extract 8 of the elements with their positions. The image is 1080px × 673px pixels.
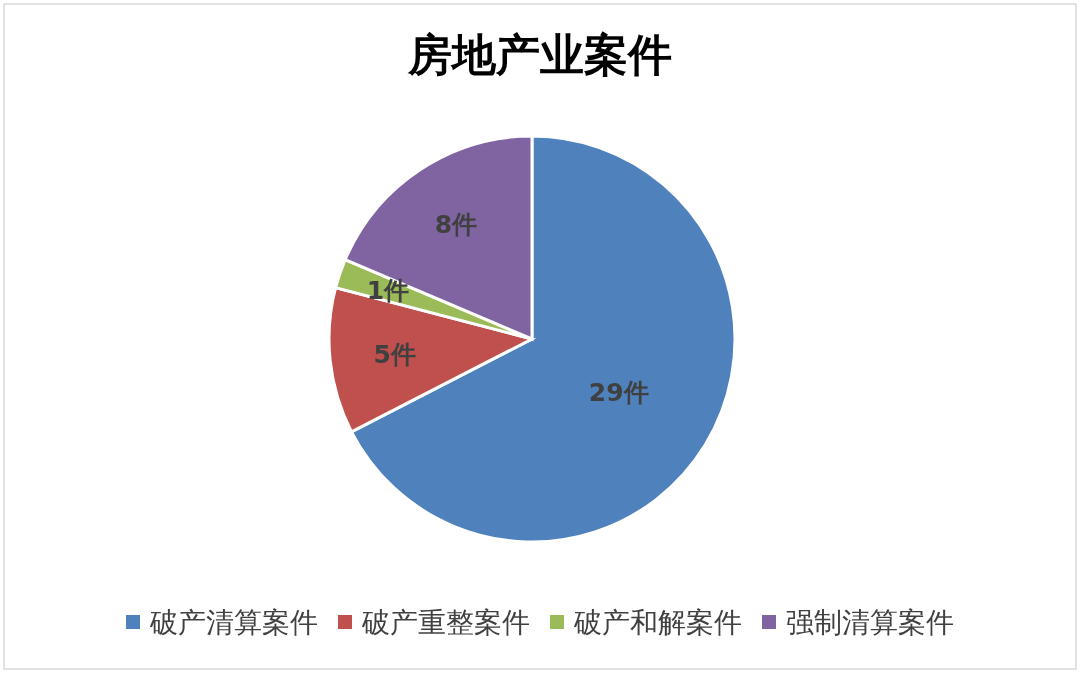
data-label: 5件 [373, 340, 416, 370]
data-label: 8件 [434, 209, 478, 239]
legend-label: 破产清算案件 [149, 606, 318, 639]
legend-label: 强制清算案件 [786, 606, 954, 639]
legend-label: 破产重整案件 [361, 606, 530, 639]
chart-title: 房地产业案件 [407, 29, 672, 80]
legend-label: 破产和解案件 [573, 606, 742, 639]
data-label: 29件 [588, 377, 649, 407]
